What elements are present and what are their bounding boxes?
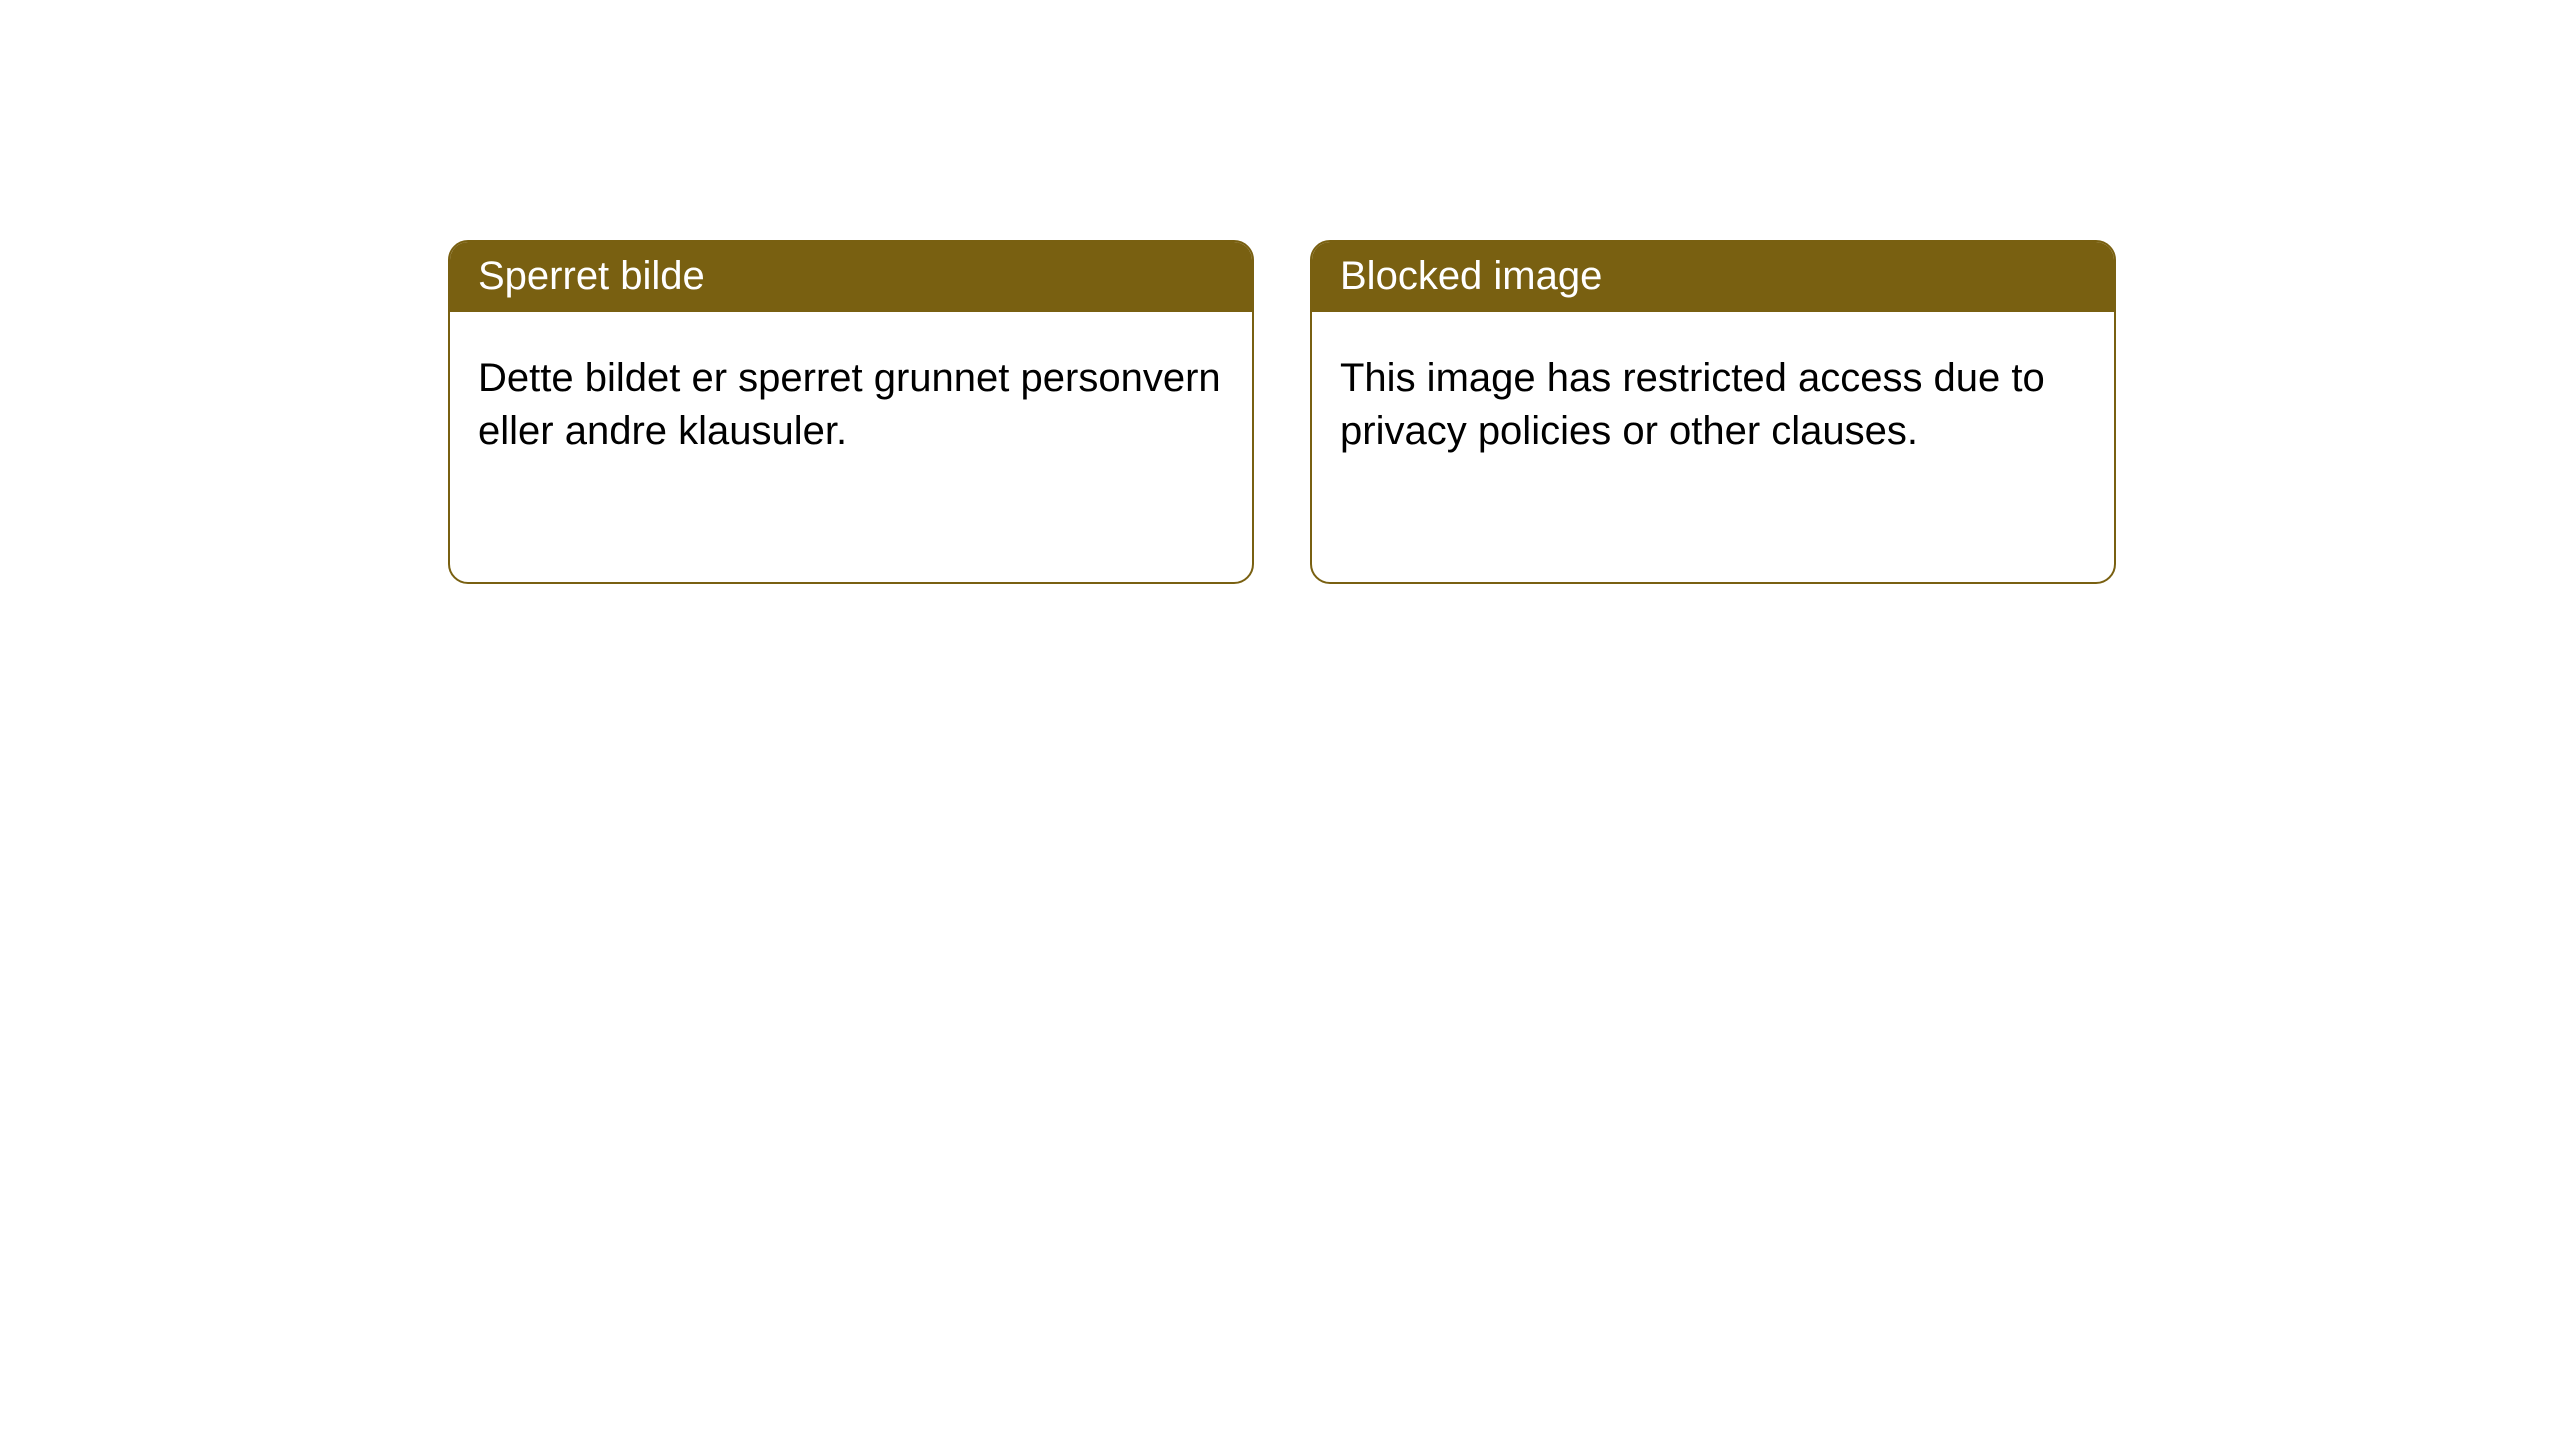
- card-title: Sperret bilde: [478, 254, 705, 298]
- card-header: Sperret bilde: [450, 242, 1252, 312]
- notice-card-norwegian: Sperret bilde Dette bildet er sperret gr…: [448, 240, 1254, 584]
- notice-container: Sperret bilde Dette bildet er sperret gr…: [0, 0, 2560, 584]
- card-body: This image has restricted access due to …: [1312, 312, 2114, 582]
- card-body-text: This image has restricted access due to …: [1340, 356, 2045, 453]
- notice-card-english: Blocked image This image has restricted …: [1310, 240, 2116, 584]
- card-body-text: Dette bildet er sperret grunnet personve…: [478, 356, 1221, 453]
- card-header: Blocked image: [1312, 242, 2114, 312]
- card-body: Dette bildet er sperret grunnet personve…: [450, 312, 1252, 582]
- card-title: Blocked image: [1340, 254, 1602, 298]
